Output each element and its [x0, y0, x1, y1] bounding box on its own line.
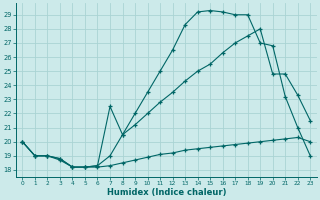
X-axis label: Humidex (Indice chaleur): Humidex (Indice chaleur)	[107, 188, 226, 197]
